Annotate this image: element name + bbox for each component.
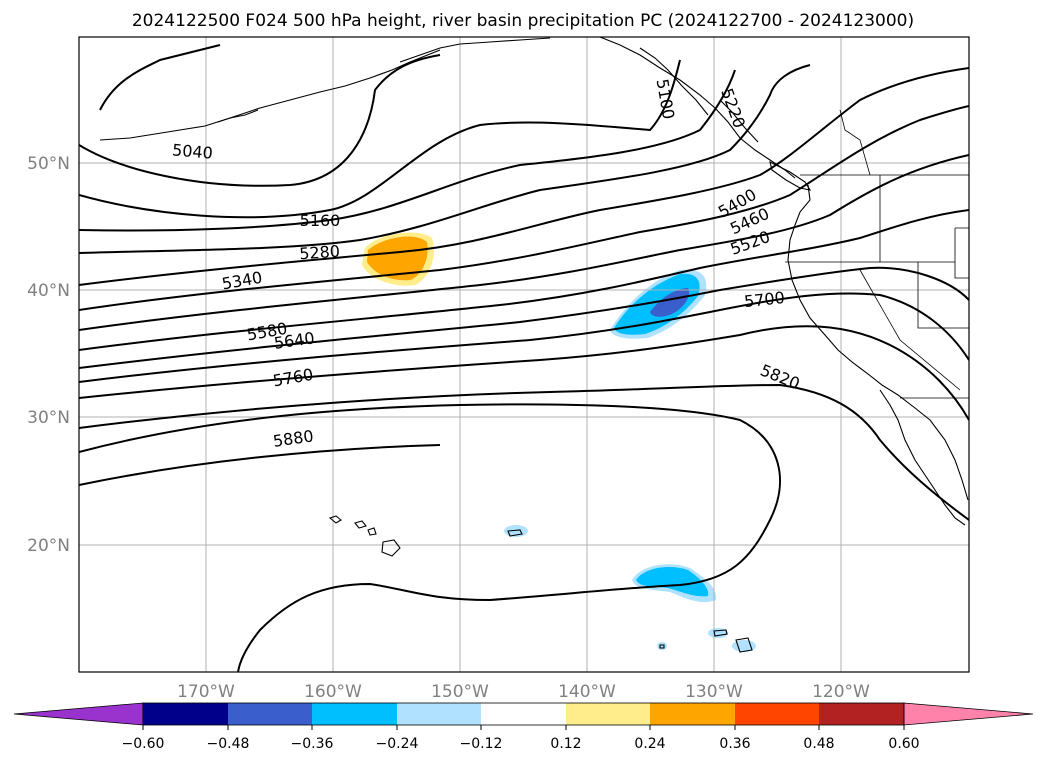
colorbar-extend-right bbox=[903, 702, 1034, 726]
colorbar-tick-10: 0.60 bbox=[888, 736, 919, 752]
map-frame bbox=[78, 36, 970, 673]
colorbar-tick-5: −0.12 bbox=[460, 736, 503, 752]
gridlines bbox=[79, 37, 969, 672]
shade-negative-small-2 bbox=[708, 628, 728, 638]
lon-tick-150w: 150°W bbox=[431, 682, 489, 702]
colorbar-segment-9 bbox=[819, 703, 904, 725]
map-panel: 5040 5100 5160 5220 5280 5340 5400 5460 … bbox=[79, 37, 969, 672]
lon-tick-170w: 170°W bbox=[177, 682, 235, 702]
lat-tick-30n: 30°N bbox=[27, 408, 70, 428]
colorbar-tick-2: −0.48 bbox=[207, 736, 250, 752]
contour-label-5700: 5700 bbox=[743, 288, 785, 311]
shade-negative-south bbox=[636, 567, 709, 597]
shade-positive-orange-core bbox=[367, 236, 428, 281]
shade-negative-small-4 bbox=[657, 642, 667, 650]
lon-tick-140w: 140°W bbox=[558, 682, 616, 702]
colorbar-extend-left bbox=[13, 702, 144, 726]
lon-tick-120w: 120°W bbox=[812, 682, 870, 702]
colorbar-tick-6: 0.12 bbox=[550, 736, 581, 752]
colorbar-segment-5 bbox=[481, 703, 566, 725]
colorbar-segment-4 bbox=[397, 703, 481, 725]
colorbar-segment-1 bbox=[143, 703, 228, 725]
colorbar-tick-9: 0.48 bbox=[803, 736, 834, 752]
lat-tick-20n: 20°N bbox=[27, 536, 70, 556]
lat-tick-labels: 50°N 40°N 30°N 20°N bbox=[27, 154, 70, 556]
colorbar-segment-2 bbox=[228, 703, 312, 725]
colorbar-tick-3: −0.36 bbox=[291, 736, 334, 752]
colorbar-tick-1: −0.60 bbox=[122, 736, 165, 752]
contour-label-5280: 5280 bbox=[299, 242, 341, 264]
map-title: 2024122500 F024 500 hPa height, river ba… bbox=[132, 11, 914, 31]
contour-labels: 5040 5100 5160 5220 5280 5340 5400 5460 … bbox=[171, 77, 802, 450]
colorbar-tick-4: −0.24 bbox=[376, 736, 419, 752]
colorbar bbox=[13, 702, 1034, 726]
lon-tick-160w: 160°W bbox=[304, 682, 362, 702]
borders bbox=[785, 109, 969, 399]
lat-tick-40n: 40°N bbox=[27, 281, 70, 301]
lon-tick-labels: 170°W 160°W 150°W 140°W 130°W 120°W bbox=[177, 682, 870, 702]
colorbar-tick-7: 0.24 bbox=[634, 736, 665, 752]
colorbar-segment-7 bbox=[650, 703, 735, 725]
colorbar-tick-8: 0.36 bbox=[719, 736, 750, 752]
lat-tick-50n: 50°N bbox=[27, 154, 70, 174]
shade-negative-ne-pacific-core bbox=[650, 288, 690, 317]
colorbar-segment-8 bbox=[735, 703, 819, 725]
colorbar-segment-3 bbox=[312, 703, 397, 725]
colorbar-tick-labels: −0.60 −0.48 −0.36 −0.24 −0.12 0.12 0.24 … bbox=[122, 725, 920, 752]
contour-label-5160: 5160 bbox=[300, 211, 341, 230]
contour-label-5040: 5040 bbox=[171, 140, 213, 162]
height-contours bbox=[79, 44, 969, 672]
colorbar-segment-6 bbox=[566, 703, 650, 725]
lon-tick-130w: 130°W bbox=[685, 682, 743, 702]
shaded-regions bbox=[362, 232, 756, 652]
